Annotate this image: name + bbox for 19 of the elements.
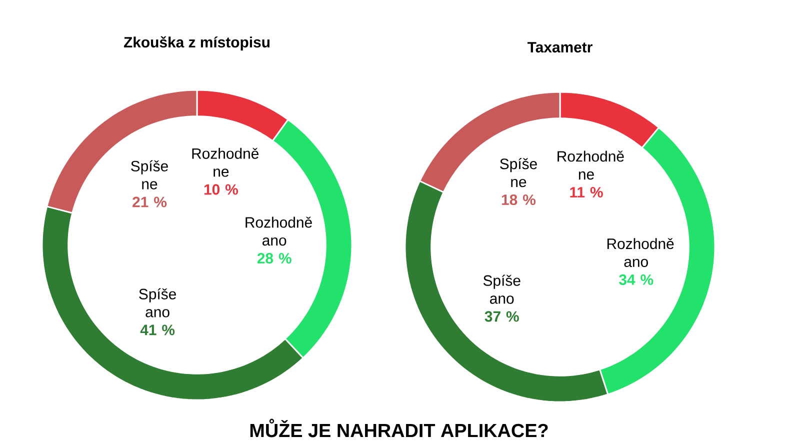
- data-label: 10 %: [204, 184, 238, 195]
- chart-title: Taxametr: [528, 42, 592, 52]
- slice-label: Rozhodně ano: [607, 238, 674, 268]
- data-label: 41 %: [140, 324, 175, 336]
- data-label: 11 %: [570, 187, 603, 198]
- slice-label: Spíše ano: [483, 274, 520, 304]
- slice-label: Spíše ne: [500, 158, 537, 188]
- text: MŮŽE JE NAHRADIT APLIKACE?: [250, 418, 548, 438]
- data-label: 18 %: [502, 194, 536, 206]
- data-label: 37 %: [484, 311, 519, 322]
- slice-label: Rozhodně ne: [558, 150, 624, 180]
- chart-title: Zkouška z místopisu: [124, 36, 270, 50]
- slice-label: Rozhodně ne: [192, 148, 259, 177]
- slice-label: Spíše ne: [131, 160, 168, 190]
- data-label: 28 %: [257, 252, 292, 264]
- slice-label: Rozhodně ano: [246, 216, 312, 246]
- data-label: 34 %: [619, 274, 654, 285]
- data-label: 21 %: [132, 196, 167, 208]
- slice-label: Spíše ano: [139, 288, 176, 318]
